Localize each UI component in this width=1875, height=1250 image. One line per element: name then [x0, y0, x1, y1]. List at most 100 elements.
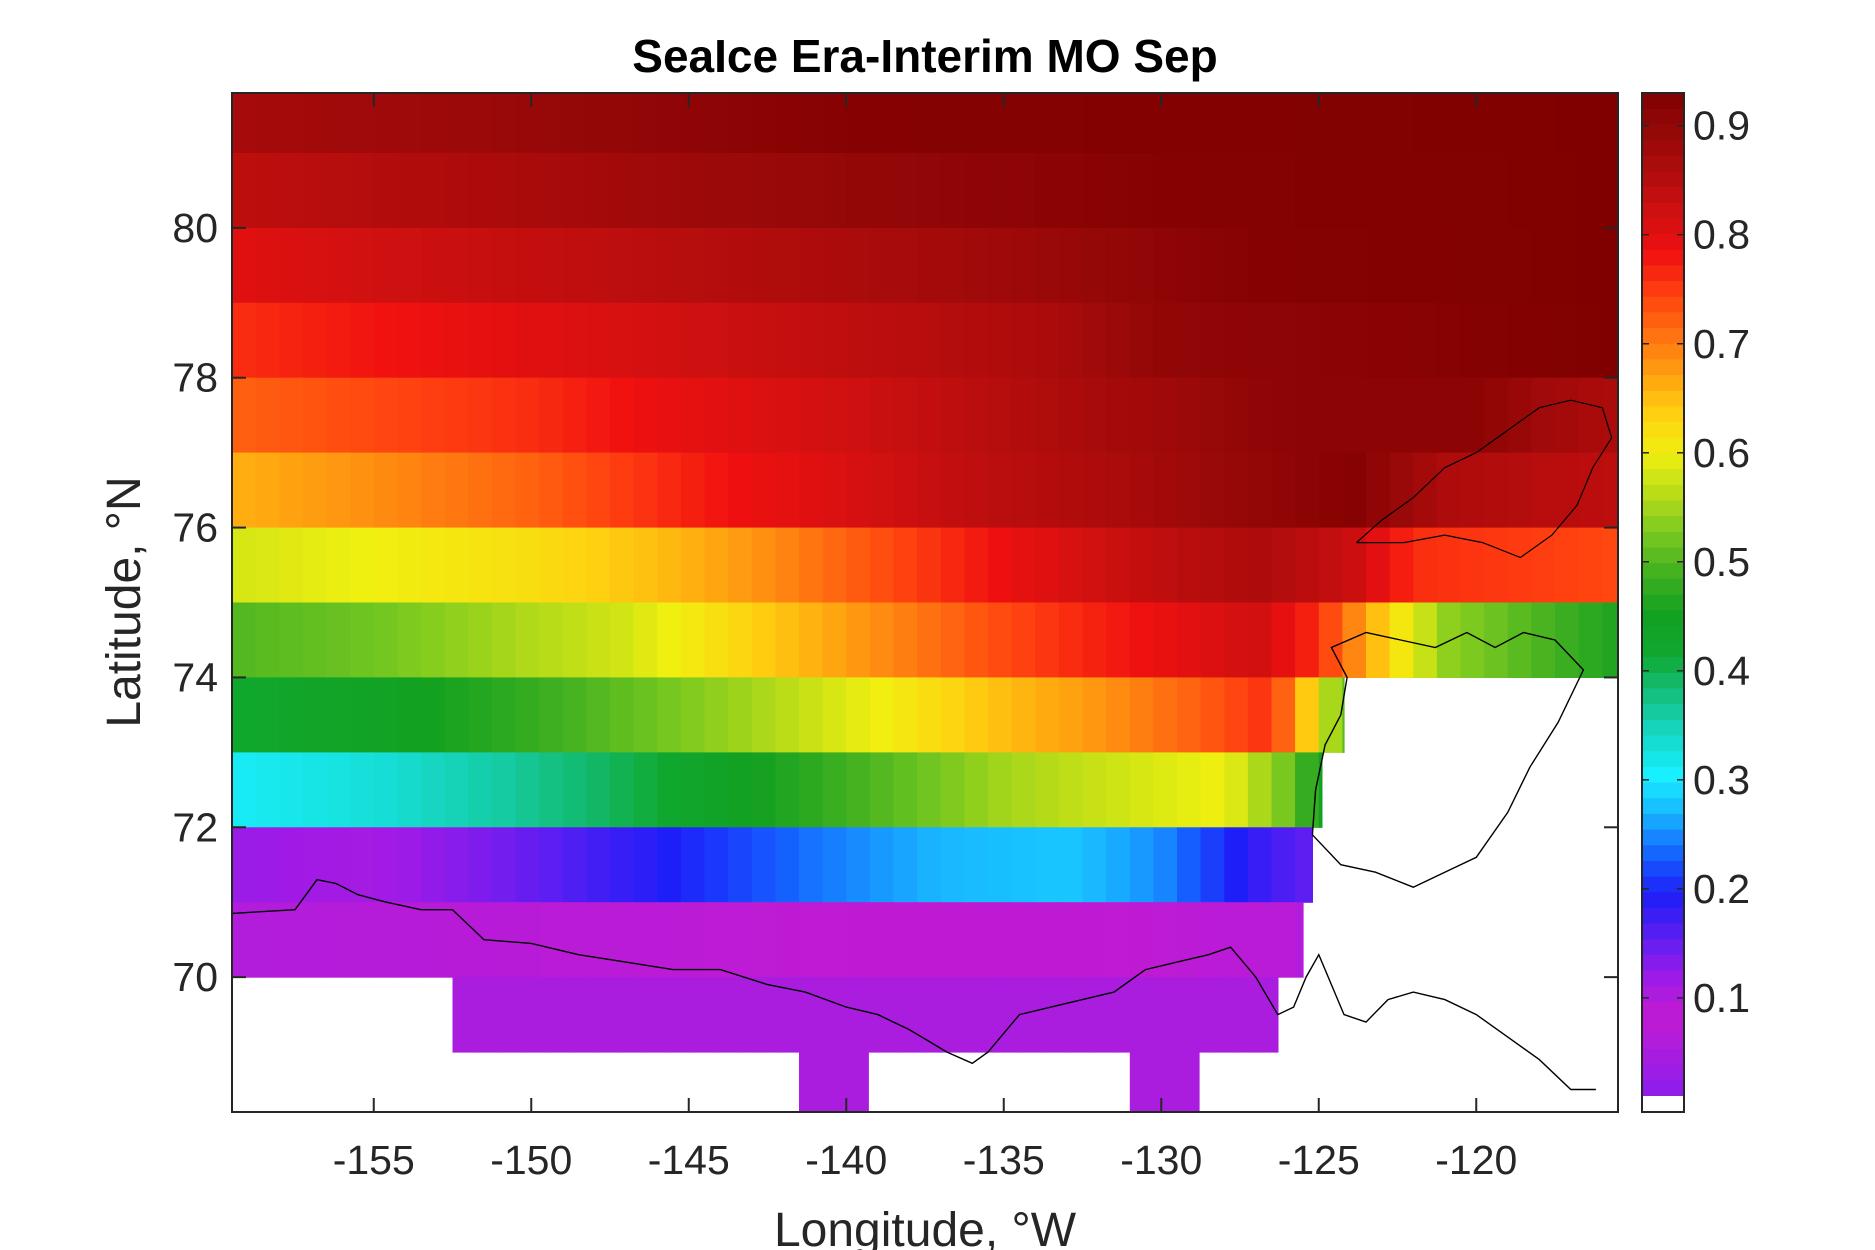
heatmap-cell — [326, 527, 351, 604]
heatmap-cell — [940, 452, 965, 529]
heatmap-cell — [1318, 752, 1323, 828]
colorbar-segment — [1642, 390, 1684, 408]
y-axis-label: Latitude, °N — [98, 476, 151, 727]
heatmap-cell — [302, 527, 328, 604]
colorbar-segment — [1642, 296, 1684, 313]
heatmap-cell — [948, 977, 973, 1053]
heatmap-cell — [1011, 152, 1036, 229]
heatmap-cell — [775, 752, 800, 828]
heatmap-cell — [421, 93, 446, 154]
heatmap-cell — [988, 902, 1013, 978]
heatmap-cell — [452, 977, 477, 1053]
colorbar-segment — [1642, 406, 1684, 423]
heatmap-cell — [1035, 377, 1060, 454]
heatmap-cell — [1318, 527, 1343, 604]
heatmap-cell — [1129, 902, 1154, 978]
heatmap-cell — [964, 302, 989, 379]
heatmap-cell — [1247, 827, 1273, 903]
heatmap-cell — [302, 302, 328, 379]
heatmap-cell — [539, 452, 564, 529]
heatmap-cell — [468, 93, 493, 154]
heatmap-cell — [610, 602, 635, 678]
heatmap-cell — [232, 827, 257, 903]
heatmap-cell — [397, 677, 422, 753]
heatmap-cell — [444, 152, 469, 229]
heatmap-cell — [444, 752, 469, 828]
heatmap-cell — [562, 302, 587, 379]
heatmap-cell — [255, 93, 280, 154]
heatmap-cell — [1436, 227, 1462, 304]
heatmap-cell — [1106, 527, 1131, 604]
heatmap-cell — [893, 827, 918, 903]
heatmap-cell — [1342, 527, 1367, 604]
heatmap-cell — [775, 452, 800, 529]
heatmap-cell — [1271, 152, 1296, 229]
colorbar-segment — [1642, 547, 1684, 564]
heatmap-cell — [893, 527, 918, 604]
heatmap-cell — [1129, 752, 1154, 828]
heatmap-cell — [893, 752, 918, 828]
heatmap-cell — [1555, 152, 1580, 229]
heatmap-cell — [279, 902, 304, 978]
coastline — [232, 399, 1613, 1091]
heatmap-cell — [421, 602, 446, 678]
heatmap-cell — [854, 977, 879, 1053]
heatmap-cell — [350, 902, 375, 978]
heatmap-cell — [1271, 752, 1296, 828]
colorbar-tick-label: 0.7 — [1693, 321, 1750, 367]
heatmap-cell — [1153, 827, 1178, 903]
heatmap-cell — [302, 827, 328, 903]
heatmap-cell — [373, 527, 398, 604]
heatmap-cell — [1318, 302, 1343, 379]
heatmap-cell — [728, 902, 753, 978]
heatmap-cell — [728, 827, 753, 903]
colorbar-tick-label: 0.3 — [1693, 757, 1750, 803]
heatmap-cell — [799, 93, 824, 154]
heatmap-cell — [1531, 602, 1556, 678]
heatmap-cell — [799, 377, 824, 454]
heatmap-cell — [586, 377, 611, 454]
heatmap-cell — [610, 827, 635, 903]
heatmap-cell — [1578, 152, 1603, 229]
heatmap-cell — [1082, 677, 1107, 753]
heatmap-cell — [232, 602, 257, 678]
colorbar-segment — [1642, 923, 1684, 940]
heatmap-cell — [751, 227, 776, 304]
heatmap-cell — [1602, 227, 1618, 304]
heatmap-cell — [1035, 752, 1060, 828]
heatmap-cell — [499, 977, 524, 1053]
colorbar-segment — [1642, 829, 1684, 846]
heatmap-cell — [1389, 227, 1414, 304]
heatmap-cell — [539, 227, 564, 304]
heatmap-cell — [255, 902, 280, 978]
heatmap-cell — [1295, 452, 1320, 529]
heatmap-cell — [1058, 902, 1084, 978]
heatmap-cell — [1200, 827, 1225, 903]
heatmap-cell — [515, 602, 540, 678]
heatmap-cell — [1011, 227, 1036, 304]
heatmap-cell — [704, 752, 729, 828]
heatmap-cell — [279, 152, 304, 229]
heatmap-cell — [822, 302, 847, 379]
heatmap-cell — [1153, 677, 1178, 753]
heatmap-cell — [680, 93, 706, 154]
heatmap-cell — [728, 527, 753, 604]
heatmap-cell — [539, 93, 564, 154]
heatmap-cell — [1035, 602, 1060, 678]
heatmap-cell — [1106, 677, 1131, 753]
heatmap-cell — [917, 152, 942, 229]
heatmap-cell — [822, 93, 847, 154]
heatmap-cell — [302, 227, 328, 304]
heatmap-cell — [1295, 827, 1313, 903]
heatmap-cell — [680, 752, 706, 828]
heatmap-cell — [917, 452, 942, 529]
coastline-island — [1311, 631, 1585, 888]
colorbar-segment — [1642, 140, 1684, 157]
heatmap-cell — [1271, 602, 1296, 678]
heatmap-cell — [232, 752, 257, 828]
heatmap-cell — [657, 302, 682, 379]
heatmap-cell — [1342, 93, 1367, 154]
heatmap-cell — [751, 902, 776, 978]
heatmap-cell — [586, 527, 611, 604]
heatmap-cell — [1153, 377, 1178, 454]
